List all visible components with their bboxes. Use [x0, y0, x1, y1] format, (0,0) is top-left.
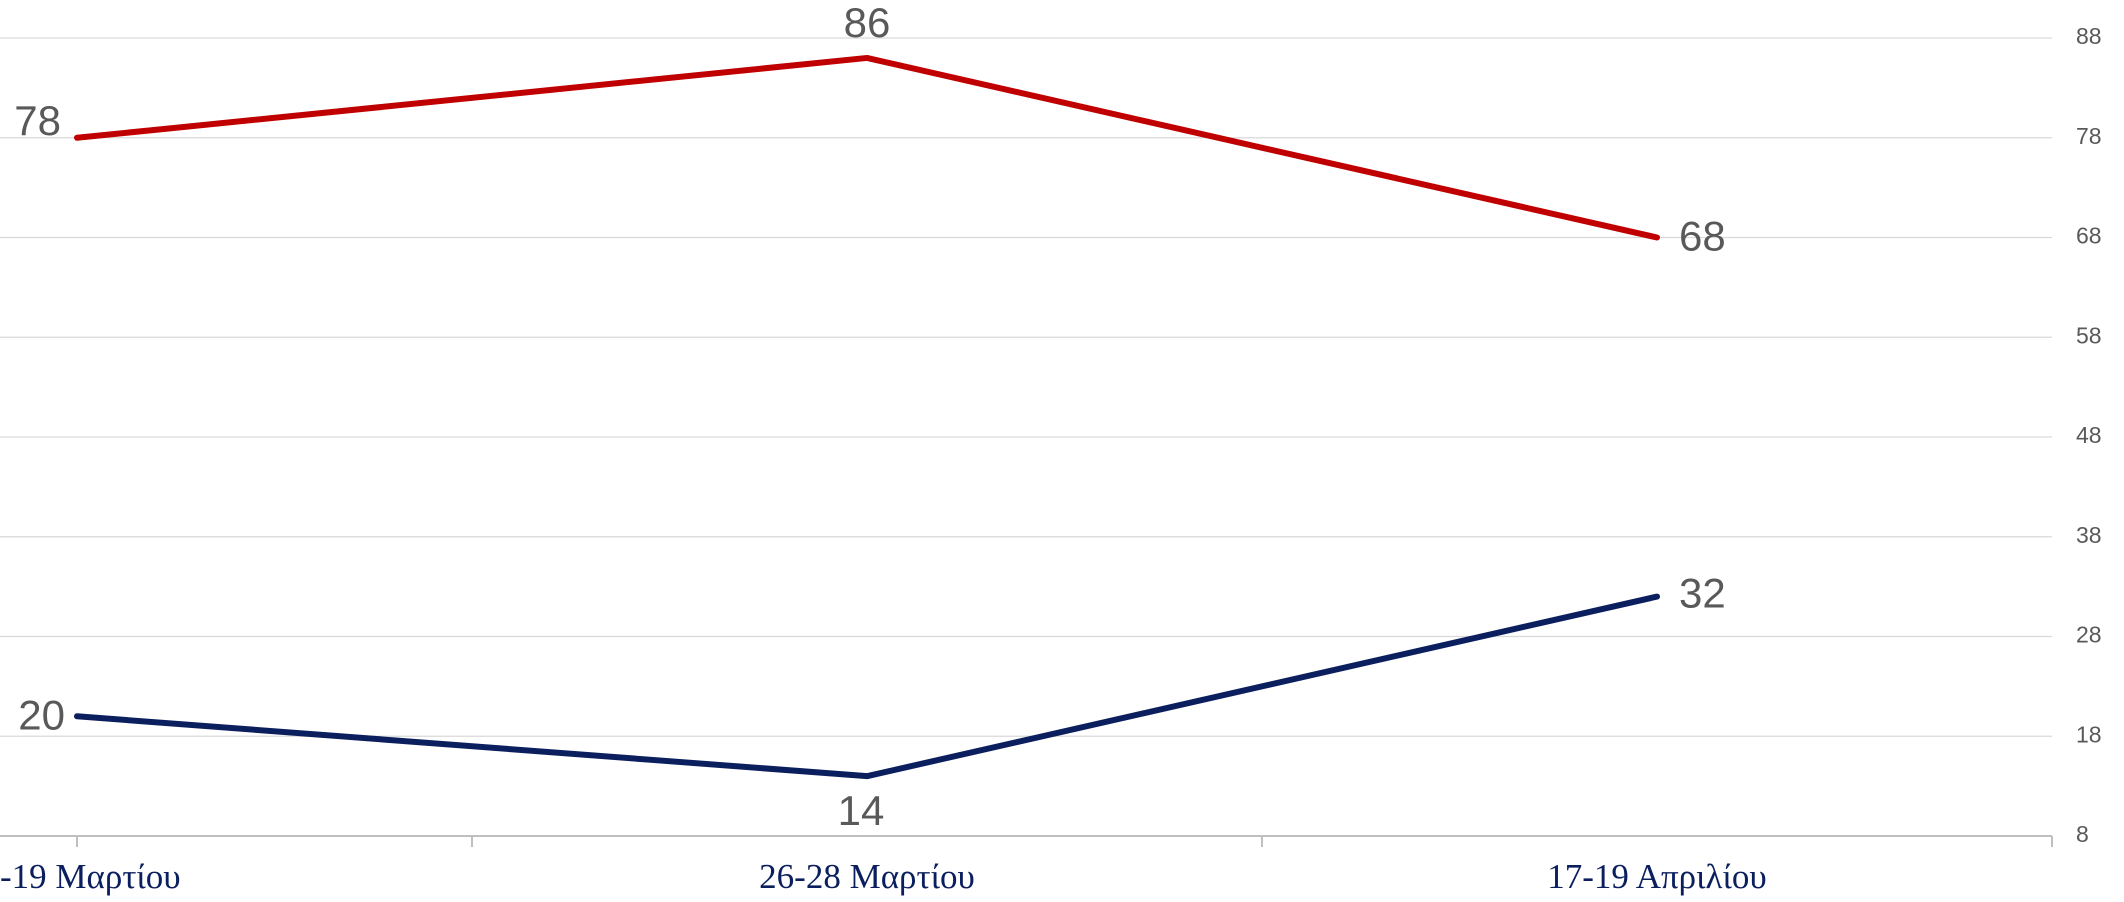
- y-tick-label: 78: [2076, 123, 2102, 149]
- data-label: 20: [18, 691, 65, 738]
- data-label: 14: [838, 787, 885, 834]
- y-tick-label: 68: [2076, 223, 2102, 249]
- x-tick-label: 26-28 Μαρτίου: [759, 857, 975, 896]
- y-tick-label: 28: [2076, 622, 2102, 648]
- y-tick-label: 58: [2076, 322, 2102, 348]
- data-label: 68: [1679, 213, 1726, 260]
- y-tick-label: 8: [2076, 821, 2089, 847]
- data-label: 32: [1679, 570, 1726, 617]
- y-tick-label: 38: [2076, 522, 2102, 548]
- y-tick-label: 88: [2076, 23, 2102, 49]
- y-tick-label: 48: [2076, 422, 2102, 448]
- series-line: [74, 54, 1660, 241]
- data-label: 78: [14, 97, 61, 144]
- y-tick-label: 18: [2076, 721, 2102, 747]
- x-tick-label: 17-19 Απριλίου: [1547, 857, 1767, 896]
- x-tick-label: -19 Μαρτίου: [0, 857, 181, 896]
- data-label: 86: [844, 0, 891, 46]
- series-line: [74, 593, 1660, 780]
